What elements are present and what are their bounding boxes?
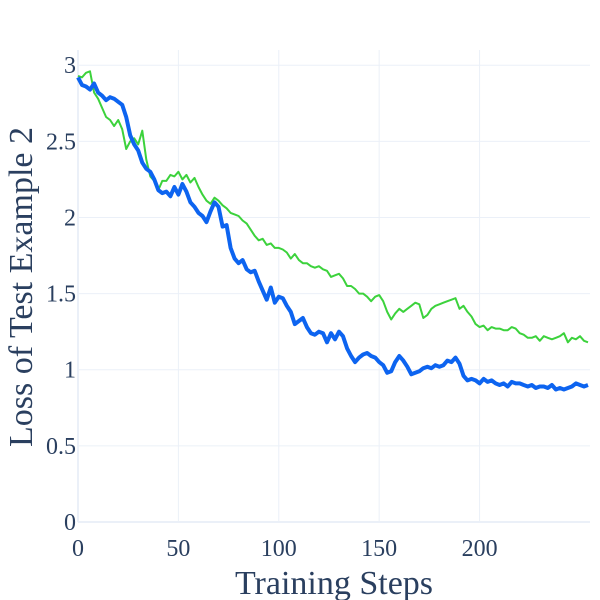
y-tick-label: 0.5 <box>46 434 76 460</box>
y-axis-ticks: 0 0.5 1 1.5 2 2.5 3 <box>46 53 76 536</box>
y-axis-title: Loss of Test Example 2 <box>3 127 40 447</box>
y-tick-label: 0 <box>64 510 76 536</box>
x-axis-ticks: 0 50 100 150 200 <box>72 536 498 562</box>
y-tick-label: 1 <box>64 358 76 384</box>
y-tick-label: 3 <box>64 53 76 79</box>
series-line-green <box>77 70 589 344</box>
x-tick-label: 0 <box>72 536 84 562</box>
x-tick-label: 50 <box>166 536 190 562</box>
series-line-blue <box>76 76 589 392</box>
series-layer <box>76 70 589 392</box>
x-axis-title: Training Steps <box>235 565 433 600</box>
y-tick-label: 2.5 <box>46 129 76 155</box>
x-tick-label: 200 <box>462 536 498 562</box>
y-tick-label: 2 <box>64 205 76 231</box>
x-tick-label: 100 <box>261 536 297 562</box>
y-tick-label: 1.5 <box>46 282 76 308</box>
grid <box>77 50 590 523</box>
x-tick-label: 150 <box>361 536 397 562</box>
